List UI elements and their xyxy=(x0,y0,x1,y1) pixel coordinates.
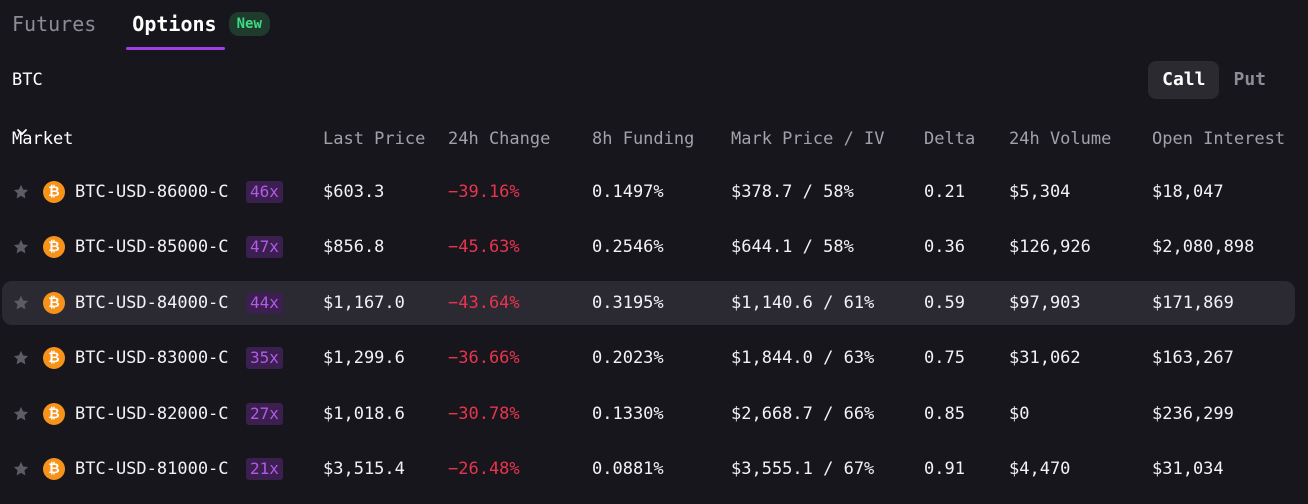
change-24h: −43.64% xyxy=(448,293,520,313)
open-interest: $171,869 xyxy=(1152,293,1234,313)
change-24h: −39.16% xyxy=(448,182,520,202)
chevron-down-icon xyxy=(17,129,27,135)
funding-8h: 0.1497% xyxy=(592,182,664,202)
table-row[interactable]: ₿ BTC-USD-86000-C 46x $603.3 −39.16% 0.1497% $… xyxy=(2,170,1295,214)
last-price: $1,299.6 xyxy=(323,348,405,368)
header-24h-change[interactable]: 24h Change xyxy=(448,129,551,149)
call-put-toggle: Call Put xyxy=(1148,61,1280,99)
tab-futures[interactable]: Futures xyxy=(12,12,97,36)
last-price: $1,018.6 xyxy=(323,404,405,424)
funding-8h: 0.0881% xyxy=(592,459,664,479)
table-row[interactable]: ₿ BTC-USD-83000-C 35x $1,299.6 −36.66% 0.2023… xyxy=(2,336,1295,380)
market-type-tabs: Futures Options New xyxy=(12,8,270,52)
leverage-badge: 44x xyxy=(246,292,283,314)
market-name[interactable]: BTC-USD-81000-C xyxy=(75,459,229,479)
bitcoin-icon: ₿ xyxy=(43,347,65,369)
delta: 0.85 xyxy=(924,404,965,424)
star-icon[interactable] xyxy=(12,183,30,201)
volume-24h: $126,926 xyxy=(1009,237,1091,257)
mark-price-iv: $378.7 / 58% xyxy=(731,182,854,202)
leverage-badge: 21x xyxy=(246,458,283,480)
leverage-badge: 47x xyxy=(246,236,283,258)
market-header-label: Market xyxy=(12,129,74,149)
volume-24h: $4,470 xyxy=(1009,459,1071,479)
change-24h: −26.48% xyxy=(448,459,520,479)
market-name[interactable]: BTC-USD-86000-C xyxy=(75,182,229,202)
mark-price-iv: $1,844.0 / 63% xyxy=(731,348,875,368)
open-interest: $236,299 xyxy=(1152,404,1234,424)
funding-8h: 0.1330% xyxy=(592,404,664,424)
funding-8h: 0.2023% xyxy=(592,348,664,368)
last-price: $3,515.4 xyxy=(323,459,405,479)
market-name[interactable]: BTC-USD-85000-C xyxy=(75,237,229,257)
volume-24h: $31,062 xyxy=(1009,348,1081,368)
new-badge: New xyxy=(228,12,270,36)
bitcoin-icon: ₿ xyxy=(43,181,65,203)
star-icon[interactable] xyxy=(12,405,30,423)
volume-24h: $5,304 xyxy=(1009,182,1071,202)
mark-price-iv: $1,140.6 / 61% xyxy=(731,293,875,313)
volume-24h: $97,903 xyxy=(1009,293,1081,313)
bitcoin-icon: ₿ xyxy=(43,458,65,480)
table-row[interactable]: ₿ BTC-USD-85000-C 47x $856.8 −45.63% 0.2546% $… xyxy=(2,225,1295,269)
volume-24h: $0 xyxy=(1009,404,1030,424)
mark-price-iv: $2,668.7 / 66% xyxy=(731,404,875,424)
header-8h-funding[interactable]: 8h Funding xyxy=(592,129,695,149)
bitcoin-icon: ₿ xyxy=(43,236,65,258)
header-delta[interactable]: Delta xyxy=(924,129,976,149)
market-name[interactable]: BTC-USD-82000-C xyxy=(75,404,229,424)
header-mark-price-iv[interactable]: Mark Price / IV xyxy=(731,129,885,149)
funding-8h: 0.2546% xyxy=(592,237,664,257)
table-row[interactable]: ₿ BTC-USD-81000-C 21x $3,515.4 −26.48% 0.0881… xyxy=(2,447,1295,491)
underlying-symbol: BTC xyxy=(12,70,43,90)
delta: 0.21 xyxy=(924,182,965,202)
leverage-badge: 46x xyxy=(246,181,283,203)
delta: 0.59 xyxy=(924,293,965,313)
bitcoin-icon: ₿ xyxy=(43,403,65,425)
open-interest: $163,267 xyxy=(1152,348,1234,368)
open-interest: $31,034 xyxy=(1152,459,1224,479)
active-tab-indicator xyxy=(126,47,225,50)
star-icon[interactable] xyxy=(12,294,30,312)
market-name[interactable]: BTC-USD-83000-C xyxy=(75,348,229,368)
header-open-interest[interactable]: Open Interest xyxy=(1152,129,1286,149)
open-interest: $2,080,898 xyxy=(1152,237,1255,257)
market-name[interactable]: BTC-USD-84000-C xyxy=(75,293,229,313)
delta: 0.36 xyxy=(924,237,965,257)
star-icon[interactable] xyxy=(12,238,30,256)
header-last-price[interactable]: Last Price xyxy=(323,129,426,149)
delta: 0.75 xyxy=(924,348,965,368)
open-interest: $18,047 xyxy=(1152,182,1224,202)
leverage-badge: 35x xyxy=(246,347,283,369)
delta: 0.91 xyxy=(924,459,965,479)
mark-price-iv: $3,555.1 / 67% xyxy=(731,459,875,479)
put-button[interactable]: Put xyxy=(1233,69,1266,90)
last-price: $856.8 xyxy=(323,237,385,257)
funding-8h: 0.3195% xyxy=(592,293,664,313)
change-24h: −36.66% xyxy=(448,348,520,368)
call-button[interactable]: Call xyxy=(1148,61,1220,99)
table-row[interactable]: ₿ BTC-USD-82000-C 27x $1,018.6 −30.78% 0.1330… xyxy=(2,392,1295,436)
mark-price-iv: $644.1 / 58% xyxy=(731,237,854,257)
last-price: $1,167.0 xyxy=(323,293,405,313)
table-header: Market Last Price 24h Change 8h Funding … xyxy=(0,126,1308,152)
header-24h-volume[interactable]: 24h Volume xyxy=(1009,129,1112,149)
change-24h: −30.78% xyxy=(448,404,520,424)
market-sort-dropdown[interactable]: Market xyxy=(12,126,73,149)
star-icon[interactable] xyxy=(12,349,30,367)
star-icon[interactable] xyxy=(12,460,30,478)
tab-options[interactable]: Options xyxy=(126,8,225,52)
change-24h: −45.63% xyxy=(448,237,520,257)
table-row[interactable]: ₿ BTC-USD-84000-C 44x $1,167.0 −43.64% 0.3195… xyxy=(2,281,1295,325)
tab-options-label: Options xyxy=(132,12,217,36)
last-price: $603.3 xyxy=(323,182,385,202)
leverage-badge: 27x xyxy=(246,403,283,425)
bitcoin-icon: ₿ xyxy=(43,292,65,314)
